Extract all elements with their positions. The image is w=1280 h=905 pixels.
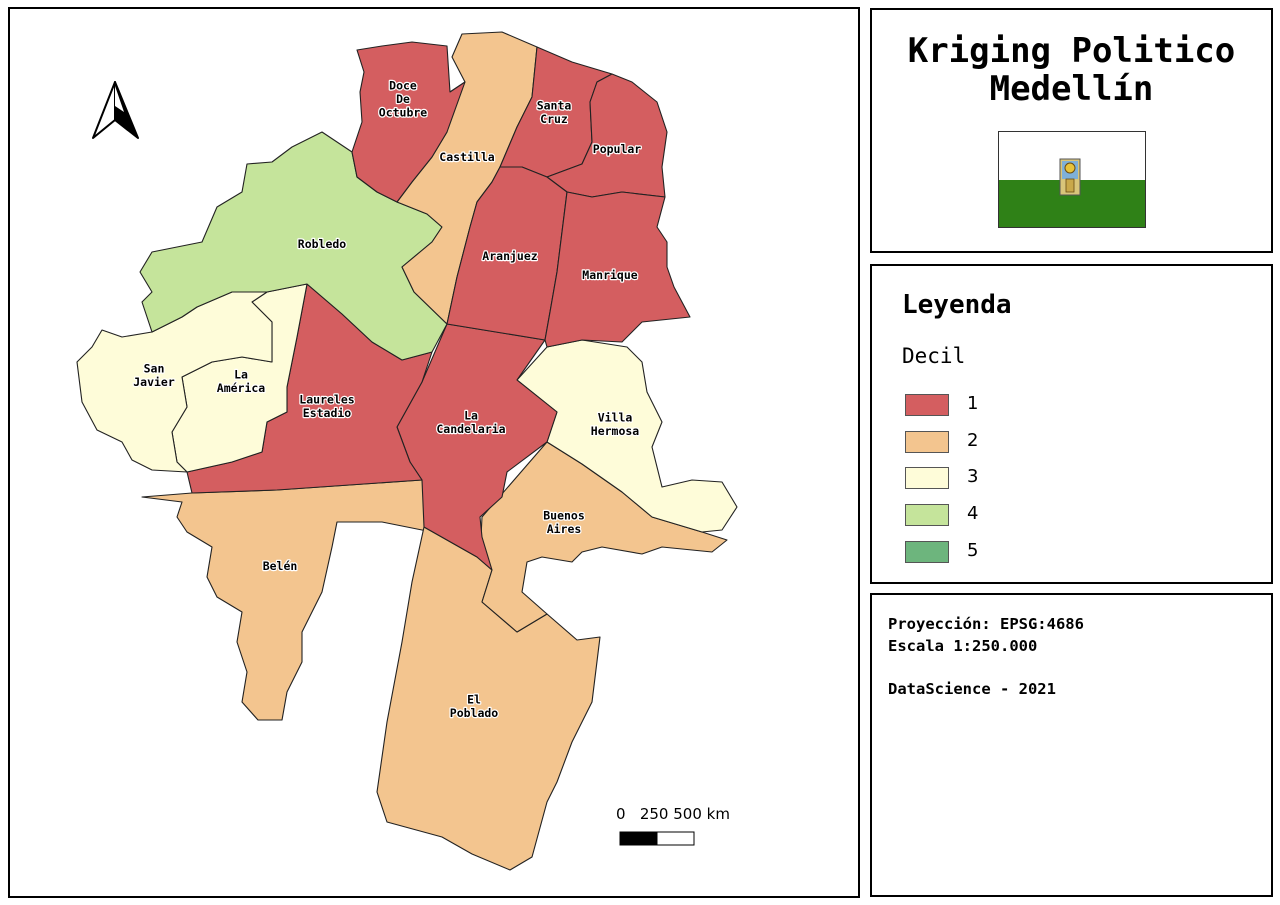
scale-text: Escala 1:250.000 xyxy=(888,637,1038,655)
legend-label: 5 xyxy=(967,540,979,561)
legend-swatch xyxy=(905,394,949,416)
district-el-poblado[interactable] xyxy=(376,526,601,871)
info-panel: Proyección: EPSG:4686 Escala 1:250.000 D… xyxy=(870,593,1273,897)
legend-swatch xyxy=(905,541,949,563)
legend-panel: Leyenda Decil 1 2 3 4 5 xyxy=(870,264,1273,584)
label-robledo: Robledo xyxy=(298,237,347,251)
label-doce-de-octubre: Doce De Octubre xyxy=(379,79,428,120)
north-arrow-icon xyxy=(92,81,139,139)
map-title: Kriging Politico Medellín xyxy=(907,31,1236,109)
label-belen: Belén xyxy=(263,559,298,573)
medellin-flag xyxy=(998,131,1146,228)
district-doce-de-octubre[interactable] xyxy=(351,41,466,203)
label-buenos-aires: Buenos Aires xyxy=(543,508,585,536)
coat-of-arms-icon xyxy=(1059,158,1081,196)
choropleth-map: Doce De Octubre Castilla Santa Cruz Popular… xyxy=(76,31,738,871)
label-aranjuez: Aranjuez xyxy=(482,249,537,263)
legend-swatch xyxy=(905,504,949,526)
district-labels: Doce De Octubre Castilla Santa Cruz Popular… xyxy=(132,77,642,721)
legend-label: 3 xyxy=(967,466,979,487)
label-manrique: Manrique xyxy=(582,268,637,282)
legend-subtitle: Decil xyxy=(902,344,966,368)
legend-swatch xyxy=(905,467,949,489)
label-san-javier: San Javier xyxy=(133,361,175,389)
scale-bar-label: 0 250 500 km xyxy=(616,805,730,823)
district-manrique[interactable] xyxy=(544,191,691,348)
label-villa-hermosa: Villa Hermosa xyxy=(591,410,640,438)
label-la-candelaria: La Candelaria xyxy=(436,408,505,436)
legend-label: 1 xyxy=(967,393,979,414)
title-panel: Kriging Politico Medellín xyxy=(870,8,1273,253)
district-villa-hermosa[interactable] xyxy=(516,339,738,533)
legend-label: 4 xyxy=(967,503,979,524)
label-castilla: Castilla xyxy=(439,150,494,164)
district-belen[interactable] xyxy=(141,479,433,721)
legend-title: Leyenda xyxy=(902,290,1012,320)
credit-text: DataScience - 2021 xyxy=(888,680,1056,698)
label-el-poblado: El Poblado xyxy=(450,692,499,720)
legend-label: 2 xyxy=(967,430,979,451)
map-frame: Doce De Octubre Castilla Santa Cruz Popular… xyxy=(8,7,860,898)
legend-swatch xyxy=(905,431,949,453)
label-la-america: La América xyxy=(217,367,266,395)
label-laureles-estadio: Laureles Estadio xyxy=(299,392,354,420)
label-santa-cruz: Santa Cruz xyxy=(537,98,572,126)
projection-text: Proyección: EPSG:4686 xyxy=(888,615,1084,633)
scale-bar: 0 250 500 km xyxy=(616,805,730,846)
label-popular: Popular xyxy=(593,142,642,156)
